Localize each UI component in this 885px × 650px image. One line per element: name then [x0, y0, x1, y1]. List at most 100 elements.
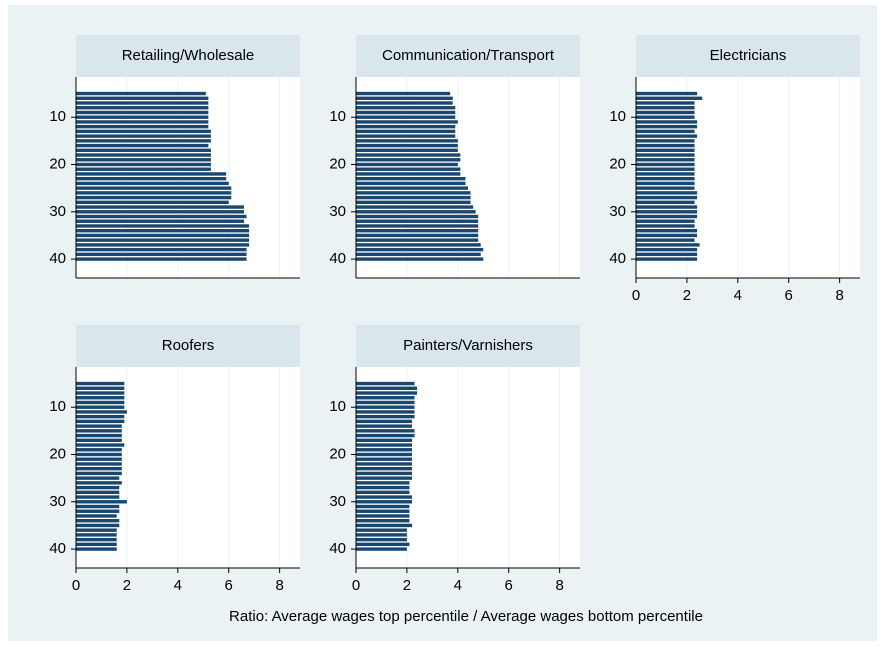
- bar: [356, 219, 479, 223]
- panel-title: Communication/Transport: [382, 47, 555, 64]
- bar: [356, 429, 415, 433]
- panel-header: [356, 35, 580, 77]
- bar: [356, 433, 415, 438]
- bar: [76, 429, 122, 433]
- bar: [636, 148, 695, 153]
- bar: [76, 172, 227, 176]
- bar: [76, 243, 250, 247]
- bar: [356, 547, 407, 551]
- bar: [636, 181, 695, 186]
- bar: [76, 205, 244, 209]
- bar: [356, 214, 479, 219]
- panel-header: [76, 35, 300, 77]
- bar: [356, 106, 456, 110]
- bar: [636, 186, 695, 190]
- y-tick-label: 20: [329, 445, 346, 462]
- bar: [76, 381, 125, 386]
- bar: [356, 400, 415, 405]
- x-tick-label: 0: [632, 287, 640, 304]
- bar: [76, 452, 122, 457]
- bar: [76, 229, 250, 233]
- x-tick-label: 4: [454, 577, 462, 594]
- bar: [76, 424, 122, 428]
- bar: [76, 219, 244, 223]
- bar: [356, 523, 412, 528]
- bar: [76, 547, 117, 551]
- x-tick-label: 6: [225, 577, 233, 594]
- x-tick-label: 8: [275, 577, 283, 594]
- bar: [356, 410, 415, 414]
- bar: [356, 533, 407, 537]
- bar: [636, 120, 698, 124]
- bar: [636, 191, 698, 195]
- bar: [636, 96, 703, 100]
- bar: [76, 153, 211, 157]
- bar: [76, 509, 120, 513]
- bar: [356, 542, 410, 547]
- bar: [76, 257, 247, 261]
- bar: [356, 396, 415, 400]
- bar: [356, 143, 458, 148]
- bar: [76, 490, 120, 495]
- bar: [356, 504, 410, 509]
- y-tick-label: 10: [329, 108, 346, 125]
- panel-header: [76, 325, 300, 367]
- bar: [636, 195, 698, 200]
- bar: [76, 115, 209, 119]
- bar: [356, 252, 481, 257]
- bar: [76, 252, 247, 257]
- bar: [356, 110, 456, 115]
- bar: [76, 457, 122, 461]
- bar: [636, 176, 695, 181]
- bar: [356, 514, 410, 518]
- bar: [356, 457, 412, 461]
- y-tick-label: 30: [49, 203, 66, 220]
- bar: [76, 466, 122, 471]
- panel-title: Retailing/Wholesale: [122, 47, 255, 64]
- bar: [76, 214, 247, 219]
- bar: [636, 233, 698, 238]
- bar: [636, 139, 695, 143]
- bar: [76, 195, 232, 200]
- bar: [356, 96, 453, 100]
- bar: [356, 134, 456, 138]
- bar: [356, 148, 458, 153]
- bar: [356, 481, 410, 485]
- bar: [636, 110, 695, 115]
- bar: [636, 162, 695, 167]
- x-tick-label: 8: [835, 287, 843, 304]
- bar: [636, 229, 698, 233]
- y-tick-label: 20: [49, 445, 66, 462]
- y-tick-label: 40: [49, 250, 66, 267]
- bar: [356, 139, 458, 143]
- bar: [356, 229, 479, 233]
- bar: [76, 504, 120, 509]
- x-tick-label: 6: [785, 287, 793, 304]
- y-tick-label: 10: [49, 398, 66, 415]
- bar: [76, 433, 122, 438]
- y-tick-label: 20: [49, 155, 66, 172]
- bar: [356, 424, 412, 428]
- bar: [356, 224, 479, 228]
- bar: [356, 124, 456, 129]
- panel-title: Painters/Varnishers: [403, 337, 533, 354]
- bar: [356, 195, 471, 200]
- y-tick-label: 40: [609, 250, 626, 267]
- bar: [76, 176, 227, 181]
- bar: [356, 414, 415, 419]
- bar: [76, 405, 125, 409]
- bar: [76, 162, 211, 167]
- bar: [76, 448, 122, 452]
- bar: [356, 210, 476, 214]
- bar: [356, 129, 456, 134]
- bar: [76, 519, 120, 523]
- y-tick-label: 40: [329, 540, 346, 557]
- y-tick-label: 30: [329, 203, 346, 220]
- bar: [76, 533, 117, 537]
- panel-title: Roofers: [162, 337, 215, 354]
- bar: [356, 471, 412, 476]
- bar: [76, 158, 211, 162]
- bar: [356, 443, 412, 447]
- bar: [356, 528, 407, 532]
